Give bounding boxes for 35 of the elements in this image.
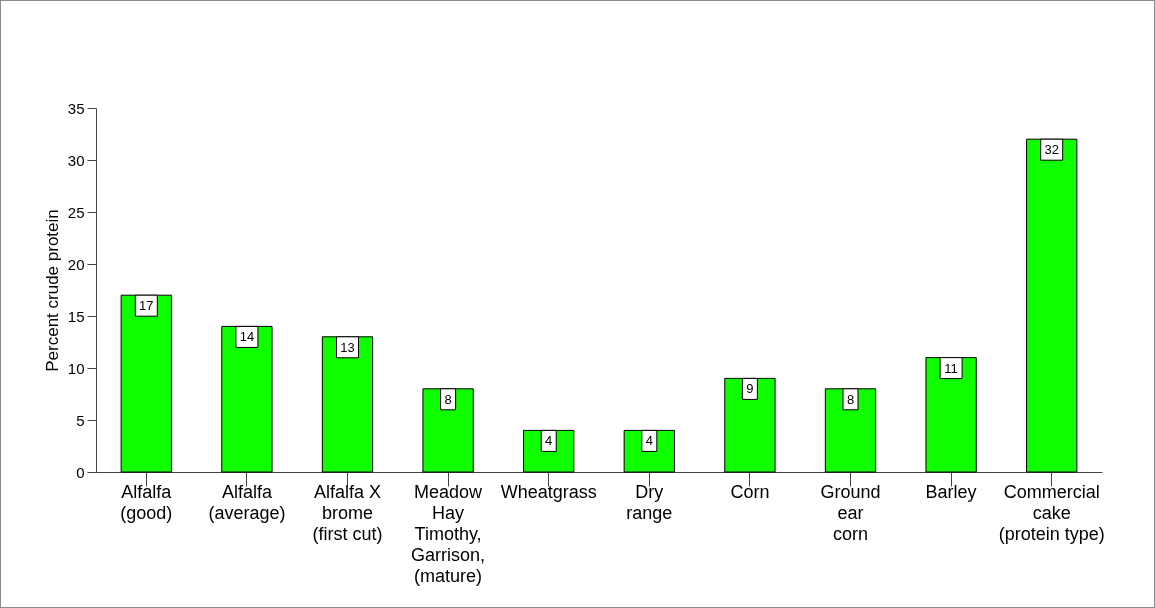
data-label: 8 [444,391,452,407]
bar [925,357,977,473]
bar [120,294,172,473]
data-label: 8 [846,391,855,407]
x-tick-label: Barley [925,481,977,502]
bar [824,388,877,473]
y-axis-title: Percent crude protein [42,209,62,372]
data-label: 32 [1044,142,1059,158]
x-tick-label: Alfalfa (average) [208,481,286,523]
x-tick-label: Commercial cake (protein type) [998,481,1105,544]
y-tick-label: 5 [76,411,85,429]
data-label: 17 [139,298,154,314]
bar [1026,138,1078,473]
x-tick-label: Dry range [626,481,673,523]
bar [221,325,273,473]
data-label: 4 [645,433,653,449]
y-tick-label: 0 [76,463,85,481]
y-tick-label: 35 [67,99,85,117]
y-tick-label: 30 [67,151,85,169]
x-tick-label: Wheatgrass [500,481,597,502]
y-tick-label: 10 [67,359,85,377]
data-label: 4 [545,433,553,449]
x-tick-label: Alfalfa (good) [120,481,173,523]
x-tick-label: Corn [730,481,770,502]
data-label: 11 [944,360,958,376]
x-tick-label: Ground ear corn [820,481,881,544]
data-label: 9 [746,381,754,397]
x-tick-label: Alfalfa X brome (first cut) [312,481,383,544]
y-tick-label: 15 [67,307,85,325]
bar [724,377,776,473]
bar [422,388,474,473]
x-tick-label: Meadow Hay Timothy, Garrison, (mature) [411,481,486,586]
bar [321,336,374,473]
y-tick-label: 20 [67,255,85,273]
y-tick-label: 25 [67,203,85,221]
